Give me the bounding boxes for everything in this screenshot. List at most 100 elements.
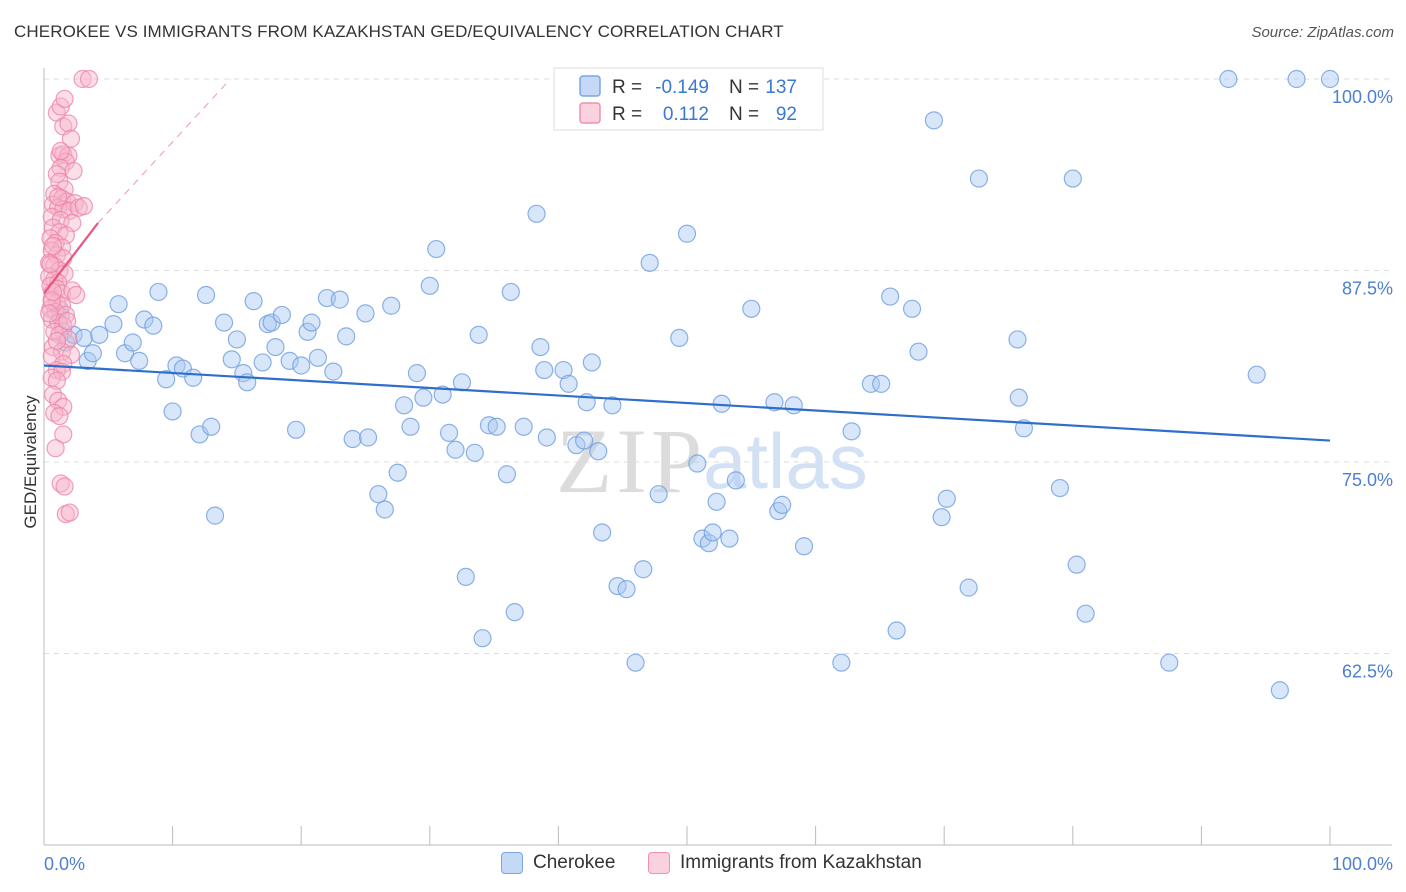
cherokee-point (559, 374, 578, 393)
cherokee-point (575, 431, 594, 450)
y-tick-label: 75.0% (1342, 470, 1393, 490)
cherokee-point (589, 442, 608, 461)
cherokee-point (497, 465, 517, 484)
cherokee-point (501, 282, 520, 302)
cherokee-point (902, 299, 922, 318)
cherokee-point (196, 285, 216, 305)
cherokee-point (707, 492, 726, 511)
cherokee-point (262, 313, 281, 332)
x-tick-label: 0.0% (44, 854, 85, 874)
chart-title: CHEROKEE VS IMMIGRANTS FROM KAZAKHSTAN G… (14, 22, 784, 41)
cherokee-point (693, 529, 712, 548)
cherokee-point (582, 353, 601, 372)
kazakhstan-point (61, 345, 81, 364)
cherokee-point (842, 422, 861, 441)
cherokee-point (465, 443, 484, 462)
kazakhstan-point (74, 197, 93, 216)
cherokee-point (214, 313, 234, 332)
kazakhstan-point (49, 187, 68, 207)
cherokee-point (617, 580, 636, 599)
watermark-atlas: atlas (703, 417, 868, 505)
kazakhstan-point (55, 89, 74, 109)
cherokee-point (104, 315, 123, 334)
cherokee-point (861, 374, 880, 393)
cherokee-point (872, 374, 891, 393)
kazakhstan-point (54, 397, 73, 416)
kazakhstan-point (40, 304, 59, 323)
legend-r-value-1: -0.149 (655, 77, 709, 98)
cherokee-point (479, 416, 499, 435)
cherokee-point (83, 344, 102, 363)
cherokee-point (184, 368, 203, 387)
cherokee-point (407, 364, 427, 383)
cherokee-point (887, 621, 906, 640)
kazakhstan-point (43, 236, 63, 256)
kazakhstan-point (51, 141, 70, 161)
cherokee-point (1050, 478, 1070, 498)
kazakhstan-point (45, 403, 64, 423)
cherokee-point (924, 111, 944, 130)
legend-n-value-1: 137 (765, 77, 797, 98)
cherokee-point (401, 417, 420, 436)
cherokee-point (794, 537, 814, 556)
cherokee-point (1009, 388, 1028, 407)
cherokee-point (433, 385, 452, 404)
cherokee-point (452, 373, 472, 392)
series-legend: Cherokee Immigrants from Kazakhstan (0, 850, 1406, 880)
legend-swatch-cherokee-bottom (501, 852, 523, 874)
cherokee-point (677, 224, 697, 243)
kazakhstan-point (58, 311, 77, 331)
cherokee-point (726, 471, 745, 490)
cherokee-point (337, 327, 356, 346)
cherokee-point (531, 338, 550, 357)
cherokee-point (163, 402, 182, 421)
cherokee-point (1063, 169, 1082, 188)
cherokee-point (554, 360, 573, 380)
kazakhstan-point (67, 285, 86, 305)
cherokee-point (535, 360, 554, 380)
cherokee-point (227, 330, 246, 349)
legend-item-kazakhstan[interactable]: Immigrants from Kazakhstan (648, 852, 922, 874)
cherokee-point (298, 322, 317, 341)
cherokee-point (932, 508, 951, 527)
legend-n-label-2: N = (729, 104, 759, 125)
cherokee-point (640, 253, 659, 272)
cherokee-point (881, 287, 900, 306)
legend-swatch-kazakhstan-bottom (648, 852, 670, 874)
cherokee-point (135, 310, 154, 329)
cherokee-point (765, 393, 784, 412)
kazakhstan-point (64, 161, 83, 181)
correlation-legend: R = -0.149 N = 137 R = 0.112 N = 92 (553, 67, 824, 131)
cherokee-point (375, 500, 394, 519)
cherokee-point (420, 276, 439, 295)
cherokee-point (382, 296, 401, 315)
y-tick-labels: 62.5% 75.0% 87.5% 100.0% (1332, 87, 1393, 682)
cherokee-point (909, 342, 928, 361)
cherokee-point (1219, 69, 1238, 89)
cherokee-point (109, 295, 128, 314)
cherokee-point (388, 463, 407, 482)
cherokee-point (272, 305, 292, 325)
cherokee-point (244, 292, 263, 311)
cherokee-point (302, 313, 321, 332)
legend-swatch-kazakhstan (579, 102, 601, 124)
cherokee-point (202, 417, 221, 436)
cherokee-point (308, 348, 328, 367)
cherokee-point (446, 440, 465, 459)
legend-item-cherokee[interactable]: Cherokee (501, 852, 615, 874)
cherokee-point (670, 328, 689, 348)
cherokee-point (469, 325, 488, 344)
cherokee-point (130, 351, 149, 370)
kazakhstan-point (59, 114, 78, 133)
kazakhstan-point (50, 406, 69, 426)
cherokee-point (1008, 330, 1027, 349)
cherokee-point (1160, 653, 1179, 672)
cherokee-point (937, 489, 956, 508)
kazakhstan-point (46, 439, 65, 458)
y-tick-label: 100.0% (1332, 87, 1393, 107)
kazakhstan-trend-extension (97, 78, 231, 224)
cherokee-point (649, 485, 668, 504)
cherokee-point (1247, 365, 1266, 384)
kazakhstan-point (60, 503, 79, 522)
cherokee-point (74, 328, 93, 348)
